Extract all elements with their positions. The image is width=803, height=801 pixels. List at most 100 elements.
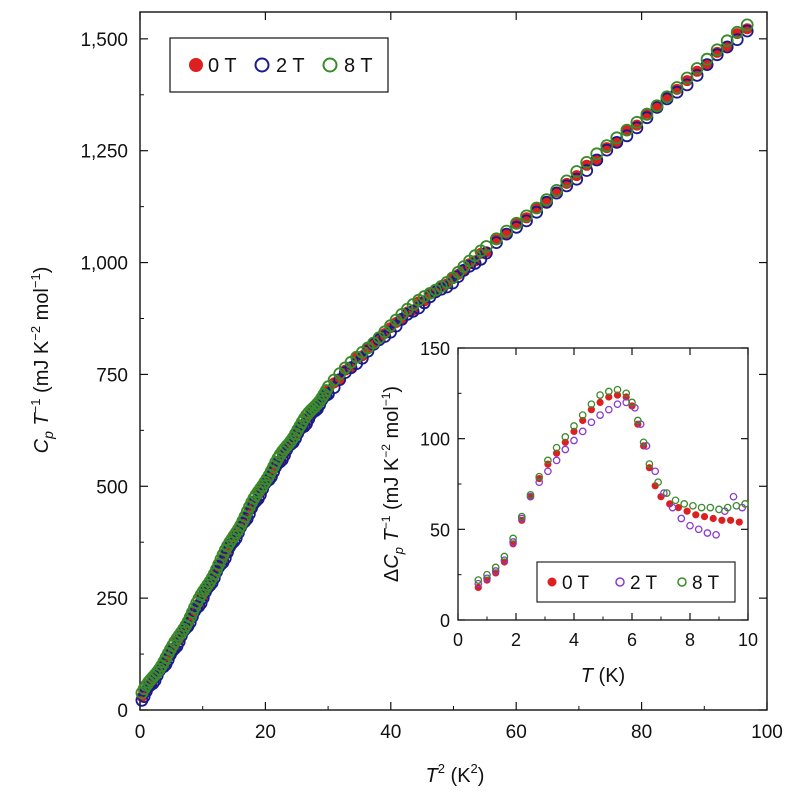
main-point-2t <box>253 488 267 502</box>
main-point-8t <box>510 216 523 230</box>
main-xtick-label: 40 <box>380 722 401 743</box>
inset-point-8t <box>587 400 596 409</box>
inset-point-8t <box>474 576 483 584</box>
inset-point-0t <box>692 511 700 519</box>
inset-y-ticks: 0 50 100 150 <box>420 339 748 631</box>
main-xtick-label: 100 <box>751 722 783 743</box>
inset-point-2t <box>712 530 720 539</box>
main-point-8t <box>640 107 654 121</box>
inset-legend-marker-8t <box>677 577 687 587</box>
main-xlabel-exp2: 2 <box>471 761 478 776</box>
inset-point-2t <box>613 400 622 409</box>
main-ytick-label: 250 <box>96 589 128 610</box>
inset-ylabel-c: C <box>381 554 403 569</box>
inset-point-2t <box>483 574 491 583</box>
inset-point-8t <box>671 496 680 505</box>
main-y-axis-label: Cp T−1 (mJ K−2 mol−1) <box>28 267 56 454</box>
inset-point-2t <box>587 418 596 427</box>
main-xlabel-exp: 2 <box>438 761 445 776</box>
main-point-2t <box>670 85 684 99</box>
main-point-8t <box>313 394 327 408</box>
main-point-0t <box>611 136 623 148</box>
inset-legend-label-2t: 2 T <box>630 573 658 594</box>
inset-point-2t <box>491 567 500 575</box>
inset-point-8t <box>596 391 604 399</box>
main-xlabel-t: T <box>426 765 440 787</box>
inset-point-8t <box>526 491 535 499</box>
inset-xtick-label: 6 <box>627 630 637 650</box>
inset-point-0t <box>718 516 726 524</box>
main-point-8t <box>500 224 513 238</box>
inset-legend: 0 T 2 T 8 T <box>536 561 736 603</box>
main-ytick-label: 500 <box>96 477 128 498</box>
main-ylabel-exp2: −2 <box>28 326 43 341</box>
inset-xtick-label: 2 <box>511 630 521 650</box>
main-point-8t <box>680 71 694 85</box>
inset-ylabel-exp2: −2 <box>379 444 393 458</box>
main-legend-marker-8t <box>322 57 338 73</box>
main-ylabel-exp3: −1 <box>28 273 43 288</box>
main-xtick-label: 20 <box>255 722 276 743</box>
main-legend-label-2t: 2 T <box>276 55 305 77</box>
inset-point-2t <box>677 514 686 523</box>
inset-point-2t <box>500 556 509 565</box>
inset-ylabel-p: p <box>391 547 406 555</box>
inset-point-2t <box>703 529 712 537</box>
inset-data-points <box>474 385 749 592</box>
main-ytick-label: 750 <box>96 365 128 386</box>
inset-point-8t <box>680 500 689 508</box>
main-point-8t <box>489 232 503 246</box>
main-point-8t <box>590 147 604 161</box>
inset-ytick-label: 150 <box>420 339 450 359</box>
main-point-8t <box>227 529 241 543</box>
main-xlabel-close: ) <box>478 765 485 787</box>
main-point-2t <box>560 179 574 193</box>
main-point-8t <box>150 665 164 679</box>
inset-ylabel-delta: Δ <box>381 569 403 582</box>
inset-point-8t <box>552 443 561 452</box>
inset-point-2t <box>570 436 578 445</box>
inset-point-2t <box>552 456 561 465</box>
inset-ylabel-exp3: −1 <box>379 392 393 406</box>
main-xtick-label: 0 <box>135 722 146 743</box>
main-point-8t <box>560 174 574 188</box>
main-legend: 0 T 2 T 8 T <box>169 37 389 93</box>
inset-point-8t <box>544 456 552 465</box>
main-point-8t <box>479 240 493 253</box>
inset-point-2t <box>509 538 517 546</box>
inset-point-0t <box>587 406 596 414</box>
inset-legend-marker-2t <box>615 577 625 587</box>
main-xlabel-units: (K <box>445 765 471 787</box>
inset-legend-label-0t: 0 T <box>562 573 590 594</box>
main-point-8t <box>630 115 644 129</box>
main-legend-marker-2t <box>254 57 270 73</box>
main-point-8t <box>670 81 684 94</box>
inset-point-8t <box>689 501 697 510</box>
inset-xtick-label: 0 <box>453 630 463 650</box>
main-ylabel-exp: −1 <box>28 399 43 414</box>
inset-ytick-label: 50 <box>430 520 450 540</box>
inset-point-8t <box>723 503 732 512</box>
main-ylabel-units: (mJ K <box>31 340 53 398</box>
main-point-8t <box>196 584 210 598</box>
inset-point-2t <box>578 427 587 436</box>
main-point-8t <box>600 139 614 153</box>
inset-point-0t <box>657 493 665 501</box>
main-xtick-label: 80 <box>631 722 652 743</box>
main-point-8t <box>199 581 212 595</box>
main-point-8t <box>530 201 543 215</box>
main-ytick-label: 1,000 <box>80 254 128 275</box>
inset-ytick-label: 100 <box>420 430 450 450</box>
inset-point-2t <box>694 525 703 534</box>
inset-point-0t <box>596 398 604 406</box>
main-point-8t <box>690 62 704 75</box>
inset-point-0t <box>709 514 717 523</box>
main-ytick-label: 1,500 <box>80 30 128 51</box>
inset-point-2t <box>686 521 694 530</box>
inset-point-8t <box>697 503 706 512</box>
main-point-8t <box>253 482 267 496</box>
main-point-0t <box>571 170 583 182</box>
inset-ylabel-units: (mJ K <box>381 457 403 515</box>
